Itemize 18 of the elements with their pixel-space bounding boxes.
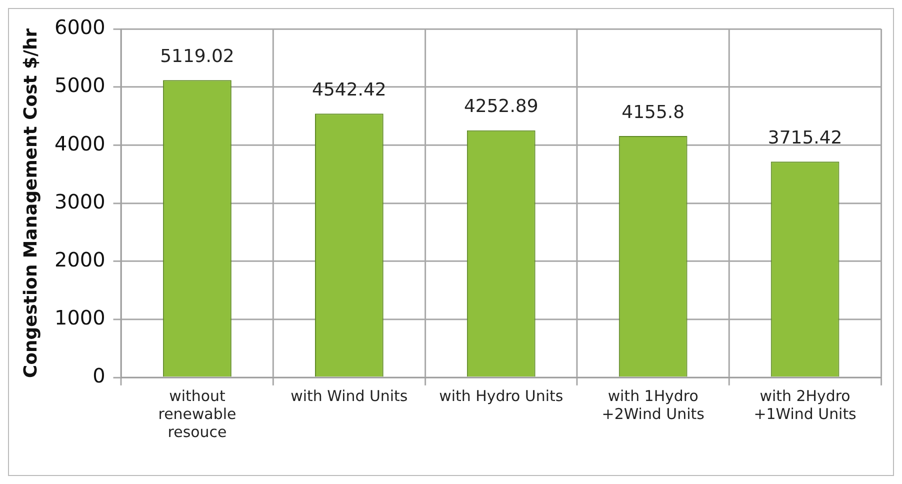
x-tick-label: with Wind Units <box>290 387 408 406</box>
data-label: 4252.89 <box>464 96 538 118</box>
y-tick-label: 3000 <box>54 190 106 214</box>
data-label: 4155.8 <box>622 102 685 123</box>
y-axis-title: Congestion Management Cost $/hr <box>20 28 42 378</box>
data-label: 3715.42 <box>768 127 842 148</box>
y-tick-label: 1000 <box>54 306 106 330</box>
y-tick-label: 2000 <box>54 248 106 272</box>
x-tick-label: without renewable resouce <box>158 387 236 442</box>
x-tick-label: with 2Hydro +1Wind Units <box>754 387 857 424</box>
y-tick-label: 5000 <box>54 74 106 98</box>
data-label: 4542.42 <box>312 79 386 100</box>
x-tick-label: with 1Hydro +2Wind Units <box>602 387 705 424</box>
data-label: 5119.02 <box>160 46 234 67</box>
y-tick-label: 4000 <box>54 132 106 156</box>
x-tick-label: with Hydro Units <box>439 387 564 406</box>
y-tick-label: 0 <box>92 364 106 388</box>
y-tick-label: 6000 <box>54 16 106 40</box>
